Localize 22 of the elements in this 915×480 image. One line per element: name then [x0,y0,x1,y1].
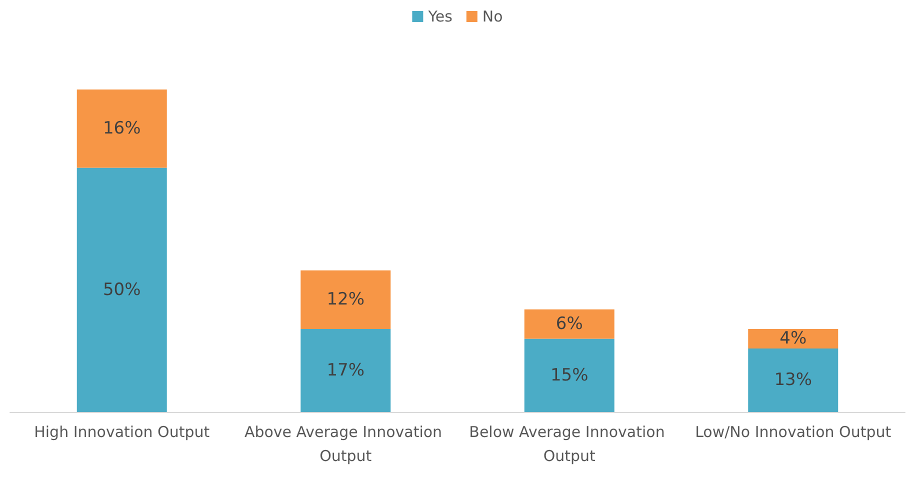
data-label: 4% [780,328,807,349]
data-label: 13% [774,370,812,390]
data-label: 50% [102,280,141,300]
x-tick-label: Above Average Innovation Output [244,423,447,465]
bar [524,309,614,339]
x-tick-label: Below Average Innovation Output [469,423,670,465]
data-label: 15% [550,365,588,386]
data-label: 6% [556,314,583,334]
x-tick-label: Low/No Innovation Output [695,423,892,441]
bar [76,90,167,168]
data-label: 16% [102,118,141,139]
bar [300,270,391,329]
bar [300,328,391,412]
x-tick-label: High Innovation Output [34,423,210,441]
legend-label: Yes [427,8,453,26]
data-label: 17% [326,360,365,380]
bar [748,328,838,348]
bar [524,338,614,412]
data-label: 12% [326,290,365,310]
bar [76,168,167,412]
legend-label: No [482,8,503,26]
bar [748,348,838,412]
